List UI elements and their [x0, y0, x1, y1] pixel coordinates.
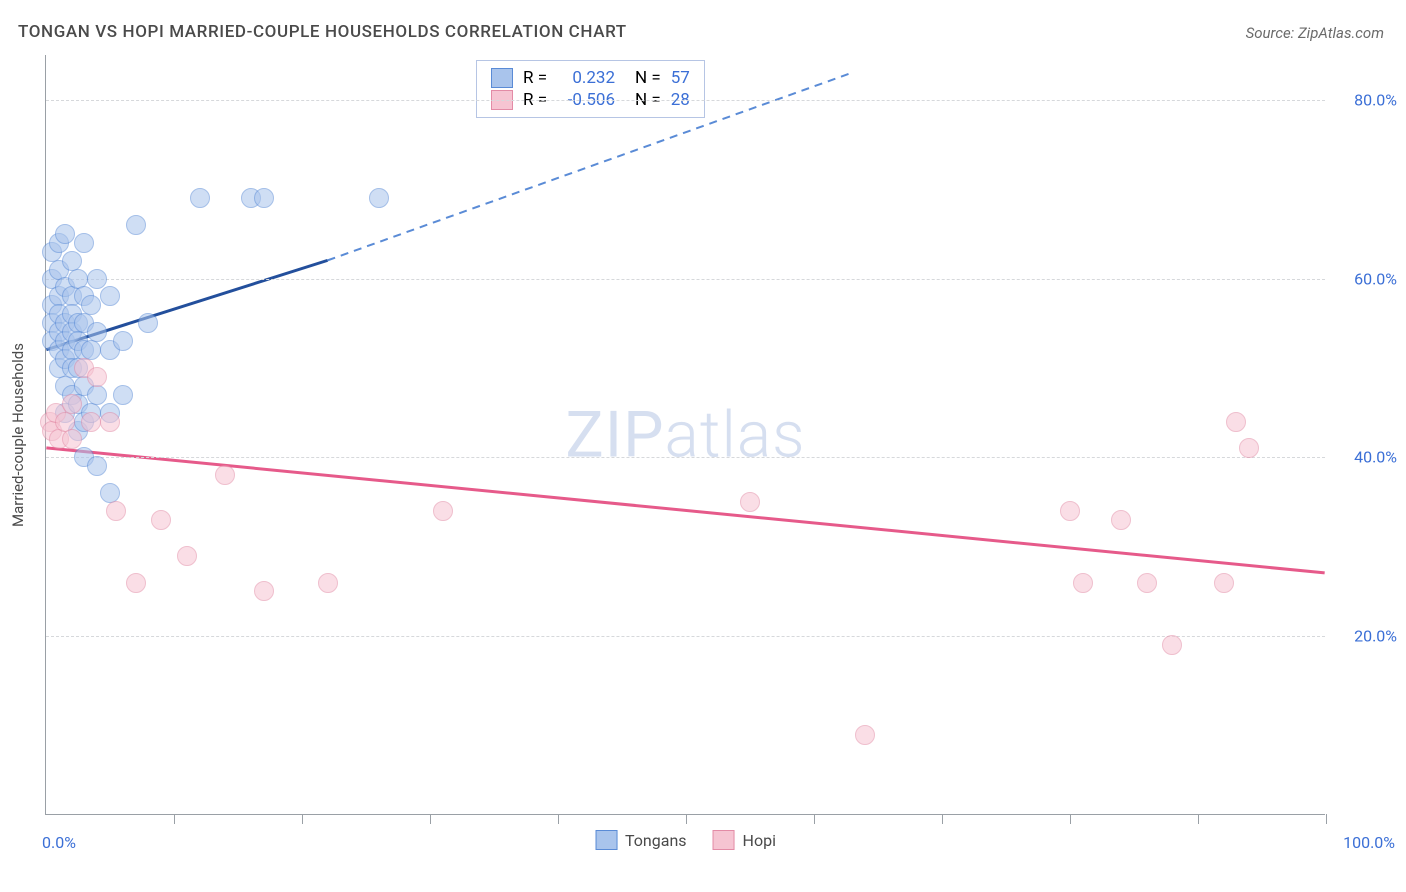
gridline: [46, 100, 1325, 101]
y-tick-label: 60.0%: [1354, 269, 1397, 288]
data-point-hopi: [177, 546, 197, 566]
data-point-hopi: [62, 394, 82, 414]
data-point-hopi: [1239, 438, 1259, 458]
x-tick-label: 0.0%: [42, 833, 76, 852]
y-axis-label: Married-couple Households: [9, 343, 27, 527]
data-point-hopi: [1111, 510, 1131, 530]
correlation-legend: R = 0.232 N = 57 R = -0.506 N = 28: [476, 60, 705, 118]
x-minor-tick: [814, 814, 815, 824]
x-minor-tick: [1326, 814, 1327, 824]
legend-label-tongans: Tongans: [625, 831, 687, 850]
watermark-prefix: ZIP: [565, 397, 664, 472]
plot-area: Married-couple Households ZIPatlas R = 0…: [45, 55, 1325, 815]
data-point-tongans: [113, 331, 133, 351]
data-point-tongans: [87, 269, 107, 289]
data-point-hopi: [1226, 412, 1246, 432]
data-point-hopi: [1214, 573, 1234, 593]
y-tick-label: 80.0%: [1354, 90, 1397, 109]
chart-container: TONGAN VS HOPI MARRIED-COUPLE HOUSEHOLDS…: [0, 0, 1406, 892]
data-point-tongans: [254, 188, 274, 208]
data-point-tongans: [138, 313, 158, 333]
y-tick-label: 40.0%: [1354, 448, 1397, 467]
legend-row-tongans: R = 0.232 N = 57: [491, 67, 690, 89]
x-minor-tick: [942, 814, 943, 824]
legend-item-tongans: Tongans: [595, 830, 687, 850]
data-point-tongans: [100, 286, 120, 306]
data-point-tongans: [126, 215, 146, 235]
watermark-suffix: atlas: [665, 397, 806, 472]
trend-line: [46, 448, 1324, 573]
data-point-tongans: [55, 224, 75, 244]
x-minor-tick: [558, 814, 559, 824]
x-minor-tick: [430, 814, 431, 824]
data-point-tongans: [113, 385, 133, 405]
chart-title: TONGAN VS HOPI MARRIED-COUPLE HOUSEHOLDS…: [18, 22, 627, 42]
data-point-hopi: [254, 581, 274, 601]
data-point-hopi: [433, 501, 453, 521]
data-point-tongans: [87, 385, 107, 405]
data-point-hopi: [100, 412, 120, 432]
y-tick-label: 20.0%: [1354, 627, 1397, 646]
gridline: [46, 279, 1325, 280]
legend-swatch-tongans: [595, 830, 617, 850]
legend-swatch-tongans: [491, 68, 513, 88]
trend-line-overlay: [46, 55, 1325, 814]
data-point-hopi: [151, 510, 171, 530]
r-label: R =: [523, 68, 547, 88]
data-point-hopi: [126, 573, 146, 593]
data-point-tongans: [74, 233, 94, 253]
source-label: Source: ZipAtlas.com: [1246, 24, 1384, 42]
x-minor-tick: [302, 814, 303, 824]
data-point-hopi: [215, 465, 235, 485]
legend-label-hopi: Hopi: [743, 831, 776, 850]
series-legend: Tongans Hopi: [595, 830, 776, 850]
x-minor-tick: [686, 814, 687, 824]
gridline: [46, 636, 1325, 637]
x-tick-label: 100.0%: [1343, 833, 1395, 852]
n-label: N =: [635, 68, 661, 88]
r-value-tongans: 0.232: [557, 68, 615, 88]
data-point-hopi: [62, 429, 82, 449]
data-point-hopi: [740, 492, 760, 512]
data-point-hopi: [1137, 573, 1157, 593]
data-point-hopi: [855, 725, 875, 745]
data-point-tongans: [87, 456, 107, 476]
data-point-hopi: [318, 573, 338, 593]
data-point-tongans: [87, 322, 107, 342]
data-point-hopi: [81, 412, 101, 432]
data-point-hopi: [1073, 573, 1093, 593]
data-point-tongans: [190, 188, 210, 208]
data-point-hopi: [1162, 635, 1182, 655]
x-minor-tick: [174, 814, 175, 824]
data-point-tongans: [369, 188, 389, 208]
x-minor-tick: [1070, 814, 1071, 824]
gridline: [46, 457, 1325, 458]
data-point-hopi: [106, 501, 126, 521]
watermark: ZIPatlas: [565, 397, 805, 472]
data-point-tongans: [81, 295, 101, 315]
legend-item-hopi: Hopi: [713, 830, 776, 850]
n-value-tongans: 57: [671, 68, 690, 88]
x-minor-tick: [1198, 814, 1199, 824]
legend-swatch-hopi: [713, 830, 735, 850]
data-point-hopi: [1060, 501, 1080, 521]
data-point-hopi: [87, 367, 107, 387]
